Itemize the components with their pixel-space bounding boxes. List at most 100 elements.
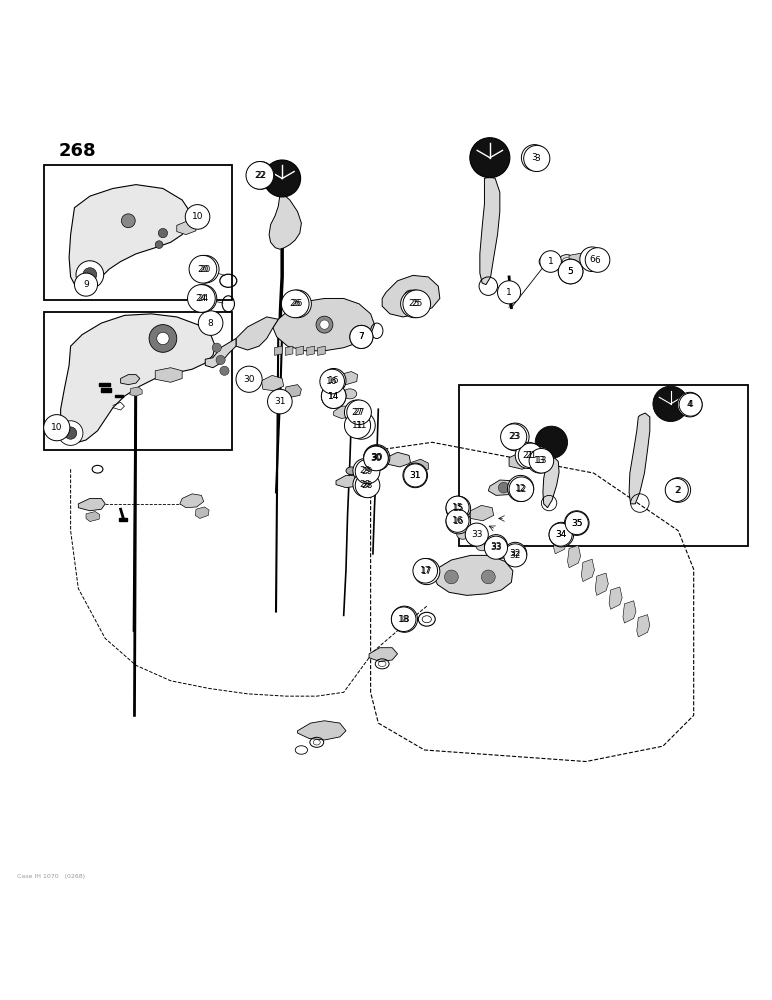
Bar [115, 395, 123, 397]
Text: 12: 12 [516, 485, 527, 494]
Polygon shape [434, 555, 513, 595]
Polygon shape [581, 559, 594, 582]
Text: 32: 32 [510, 549, 521, 558]
Circle shape [445, 570, 459, 584]
Ellipse shape [346, 467, 357, 475]
Polygon shape [78, 498, 105, 511]
Polygon shape [489, 480, 518, 495]
Polygon shape [273, 298, 374, 351]
Circle shape [404, 464, 427, 487]
Bar [119, 518, 127, 521]
Circle shape [585, 248, 610, 272]
Circle shape [466, 523, 489, 546]
Text: 25: 25 [408, 299, 420, 308]
Circle shape [446, 496, 471, 521]
Circle shape [157, 332, 169, 345]
Circle shape [523, 145, 550, 172]
Ellipse shape [543, 258, 552, 265]
Circle shape [321, 384, 346, 408]
Polygon shape [130, 387, 142, 396]
Text: 5: 5 [567, 267, 574, 276]
Text: 4: 4 [687, 400, 692, 409]
Circle shape [485, 536, 507, 559]
Circle shape [236, 366, 262, 392]
Circle shape [509, 477, 533, 502]
Circle shape [580, 247, 604, 272]
Bar [44, 312, 232, 450]
Circle shape [59, 421, 83, 445]
Circle shape [413, 558, 438, 583]
Text: 26: 26 [290, 299, 301, 308]
Text: 15: 15 [452, 503, 463, 512]
Polygon shape [609, 587, 622, 609]
Text: 8: 8 [208, 319, 214, 328]
Text: 14: 14 [328, 392, 340, 401]
Text: 30: 30 [371, 453, 381, 462]
Bar [459, 385, 747, 546]
Circle shape [44, 415, 69, 441]
Text: 268: 268 [59, 142, 96, 160]
Circle shape [320, 320, 329, 329]
Text: 34: 34 [555, 530, 567, 539]
Bar [101, 388, 110, 392]
Text: 6: 6 [594, 256, 601, 265]
Text: 13: 13 [534, 456, 546, 465]
Polygon shape [205, 338, 236, 368]
Circle shape [558, 259, 583, 284]
Circle shape [414, 558, 440, 585]
Circle shape [344, 412, 371, 438]
Text: 22: 22 [255, 171, 266, 180]
Text: 23: 23 [510, 432, 521, 441]
Circle shape [564, 511, 589, 535]
Circle shape [558, 259, 583, 284]
Text: 25: 25 [411, 299, 422, 308]
Circle shape [653, 386, 689, 422]
Polygon shape [623, 601, 636, 623]
Circle shape [155, 241, 163, 248]
Text: 27: 27 [354, 408, 364, 417]
Text: Case IH 1070   (0268): Case IH 1070 (0268) [17, 874, 85, 879]
Polygon shape [120, 375, 140, 385]
Ellipse shape [343, 389, 357, 399]
Circle shape [679, 393, 703, 416]
Circle shape [446, 496, 469, 519]
Polygon shape [369, 648, 398, 662]
Circle shape [666, 478, 691, 502]
Text: 1: 1 [506, 288, 512, 297]
Circle shape [501, 423, 529, 451]
Text: 29: 29 [362, 467, 373, 476]
Text: 34: 34 [556, 530, 567, 539]
Circle shape [247, 162, 275, 189]
Circle shape [498, 482, 509, 493]
Text: 23: 23 [508, 432, 520, 441]
Circle shape [391, 607, 416, 632]
Circle shape [74, 273, 97, 296]
Circle shape [446, 509, 469, 532]
Text: 4: 4 [688, 400, 693, 409]
Text: 35: 35 [571, 519, 583, 528]
Circle shape [350, 325, 373, 348]
Circle shape [344, 400, 369, 425]
Text: 15: 15 [452, 504, 464, 513]
Circle shape [403, 463, 428, 488]
Text: 30: 30 [243, 375, 255, 384]
Text: 17: 17 [421, 567, 432, 576]
Circle shape [320, 369, 344, 394]
Circle shape [518, 443, 543, 468]
Circle shape [189, 255, 217, 283]
Circle shape [350, 325, 373, 348]
Text: 27: 27 [351, 408, 363, 417]
Text: 2: 2 [674, 486, 679, 495]
Circle shape [391, 606, 418, 632]
Ellipse shape [457, 530, 469, 539]
Circle shape [283, 290, 311, 318]
Circle shape [535, 426, 567, 458]
Circle shape [549, 523, 572, 546]
Circle shape [158, 228, 168, 238]
Circle shape [216, 355, 225, 365]
Circle shape [364, 445, 390, 471]
Polygon shape [155, 368, 182, 382]
Circle shape [353, 472, 378, 497]
Ellipse shape [539, 255, 556, 268]
Circle shape [529, 448, 554, 473]
